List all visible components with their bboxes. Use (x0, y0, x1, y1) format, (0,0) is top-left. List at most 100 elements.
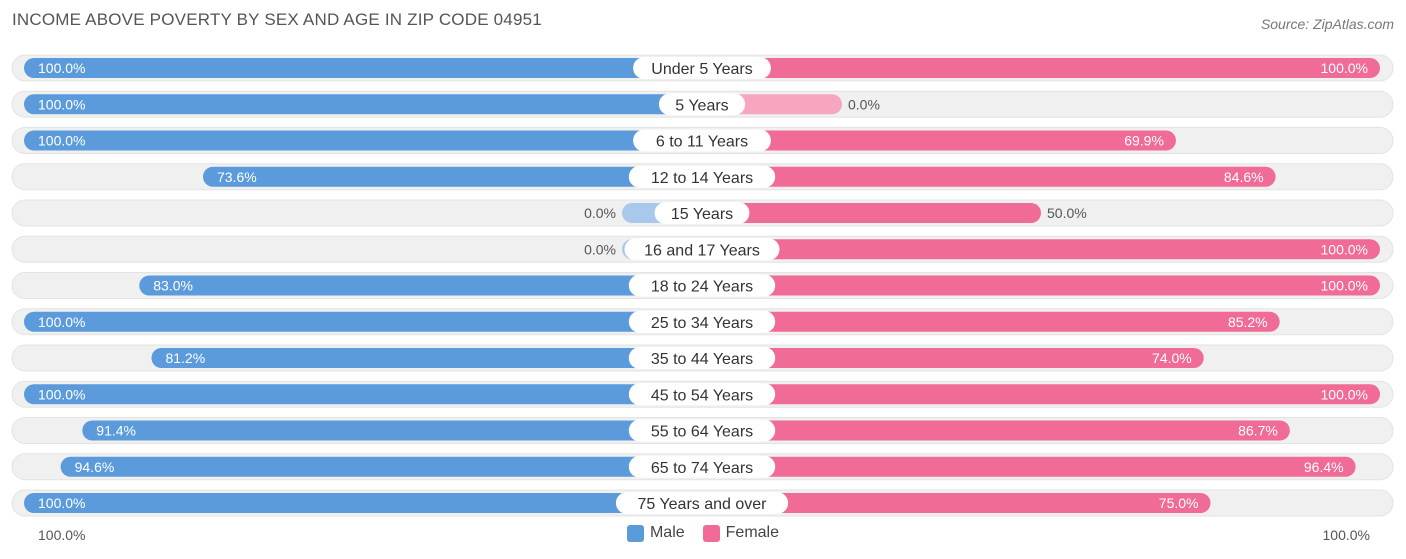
male-value-label: 100.0% (38, 96, 85, 112)
female-bar (702, 311, 1280, 332)
female-bar (702, 166, 1276, 187)
row-75-years-and-over: 100.0% 75.0% 75 Years and over (11, 489, 1394, 517)
male-bar (24, 58, 702, 78)
category-label: 12 to 14 Years (651, 170, 753, 187)
category-label: 5 Years (675, 97, 728, 114)
male-value-label: 91.4% (96, 423, 136, 439)
female-value-label: 75.0% (1159, 495, 1199, 511)
legend: Male Female (0, 524, 1406, 542)
row-25-to-34-years: 100.0% 85.2% 25 to 34 Years (11, 308, 1394, 336)
male-value-label: 0.0% (584, 241, 616, 257)
female-value-label: 96.4% (1304, 459, 1344, 475)
female-bar (702, 348, 1204, 368)
male-bar (139, 275, 702, 296)
row-45-to-54-years: 100.0% 100.0% 45 to 54 Years (11, 380, 1394, 408)
category-label: 45 to 54 Years (651, 387, 753, 404)
female-value-label: 84.6% (1224, 169, 1264, 185)
male-bar (24, 311, 702, 332)
category-label: 16 and 17 Years (644, 242, 760, 259)
female-value-label: 100.0% (1321, 241, 1368, 257)
row-6-to-11-years: 100.0% 69.9% 6 to 11 Years (11, 127, 1394, 154)
female-value-label: 50.0% (1047, 205, 1087, 221)
category-pill (658, 93, 746, 116)
category-label: 55 to 64 Years (651, 424, 753, 441)
category-pill (628, 274, 776, 297)
category-label: Under 5 Years (651, 61, 752, 78)
female-bar (702, 456, 1356, 477)
female-value-label: 69.9% (1124, 133, 1164, 149)
category-label: 18 to 24 Years (651, 279, 753, 296)
female-value-label: 86.7% (1238, 423, 1278, 439)
row-15-years: 0.0% 50.0% 15 Years (11, 199, 1394, 227)
chart-title: INCOME ABOVE POVERTY BY SEX AND AGE IN Z… (12, 10, 542, 29)
female-value-label: 100.0% (1321, 278, 1368, 294)
row-16-and-17-years: 0.0% 100.0% 16 and 17 Years (11, 235, 1394, 263)
row-35-to-44-years: 81.2% 74.0% 35 to 44 Years (11, 344, 1394, 372)
category-label: 35 to 44 Years (651, 351, 753, 368)
male-value-label: 83.0% (153, 278, 193, 294)
male-bar (82, 420, 703, 441)
male-value-label: 100.0% (38, 495, 85, 511)
category-pill (633, 129, 771, 152)
female-value-label: 0.0% (848, 96, 880, 112)
category-pill (628, 383, 776, 406)
female-bar (702, 275, 1380, 296)
row-65-to-74-years: 94.6% 96.4% 65 to 74 Years (11, 453, 1394, 481)
category-label: 15 Years (671, 206, 733, 223)
axis-left-label: 100.0% (38, 527, 86, 543)
male-value-label: 81.2% (165, 350, 205, 366)
male-value-label: 100.0% (38, 314, 85, 330)
male-bar (202, 166, 702, 187)
row-18-to-24-years: 83.0% 100.0% 18 to 24 Years (11, 272, 1394, 299)
category-label: 75 Years and over (638, 496, 768, 513)
male-bar (24, 493, 702, 513)
legend-item-male[interactable]: Male (626, 524, 685, 542)
male-value-label: 100.0% (38, 133, 85, 149)
female-bar (702, 239, 1380, 260)
male-value-label: 0.0% (584, 205, 616, 221)
legend-male-label: Male (649, 524, 685, 541)
male-value-label: 94.6% (75, 459, 115, 475)
category-pill (633, 57, 771, 79)
legend-item-female[interactable]: Female (702, 524, 780, 542)
male-swatch (626, 524, 644, 542)
male-value-label: 100.0% (38, 386, 85, 402)
axis-right-label: 100.0% (1322, 527, 1370, 543)
female-bar (702, 203, 1041, 223)
category-label: 65 to 74 Years (651, 460, 753, 477)
row-5-years: 100.0% 0.0% 5 Years (11, 90, 1394, 118)
male-bar (60, 456, 702, 477)
female-value-label: 100.0% (1321, 60, 1368, 76)
category-pill (628, 419, 776, 442)
category-pill (628, 347, 776, 369)
row-12-to-14-years: 73.6% 84.6% 12 to 14 Years (11, 163, 1394, 191)
male-bar (24, 130, 702, 151)
female-bar (702, 130, 1176, 151)
female-swatch (702, 524, 720, 542)
category-pill (628, 165, 776, 188)
female-value-label: 74.0% (1152, 350, 1192, 366)
category-label: 6 to 11 Years (656, 134, 748, 151)
female-bar (702, 384, 1380, 405)
category-pill (624, 238, 780, 261)
male-bar (24, 94, 702, 115)
source-credit: Source: ZipAtlas.com (1260, 16, 1394, 32)
row-55-to-64-years: 91.4% 86.7% 55 to 64 Years (11, 417, 1394, 444)
female-bar (702, 420, 1290, 441)
female-value-label: 85.2% (1228, 314, 1268, 330)
male-value-label: 100.0% (38, 60, 85, 76)
diverging-bar-chart: 100.0% 100.0% Under 5 Years 100.0% 0.0% 5 Yea… (11, 54, 1394, 517)
category-pill (654, 202, 750, 224)
male-bar (24, 384, 702, 405)
category-pill (615, 492, 789, 514)
female-bar (702, 58, 1380, 78)
female-bar (702, 493, 1211, 513)
category-label: 25 to 34 Years (651, 315, 753, 332)
legend-female-label: Female (725, 524, 780, 541)
row-under-5-years: 100.0% 100.0% Under 5 Years (11, 54, 1394, 82)
male-bar (151, 348, 703, 368)
female-value-label: 100.0% (1321, 386, 1368, 402)
category-pill (628, 310, 776, 333)
category-pill (628, 455, 776, 478)
male-value-label: 73.6% (217, 169, 257, 185)
